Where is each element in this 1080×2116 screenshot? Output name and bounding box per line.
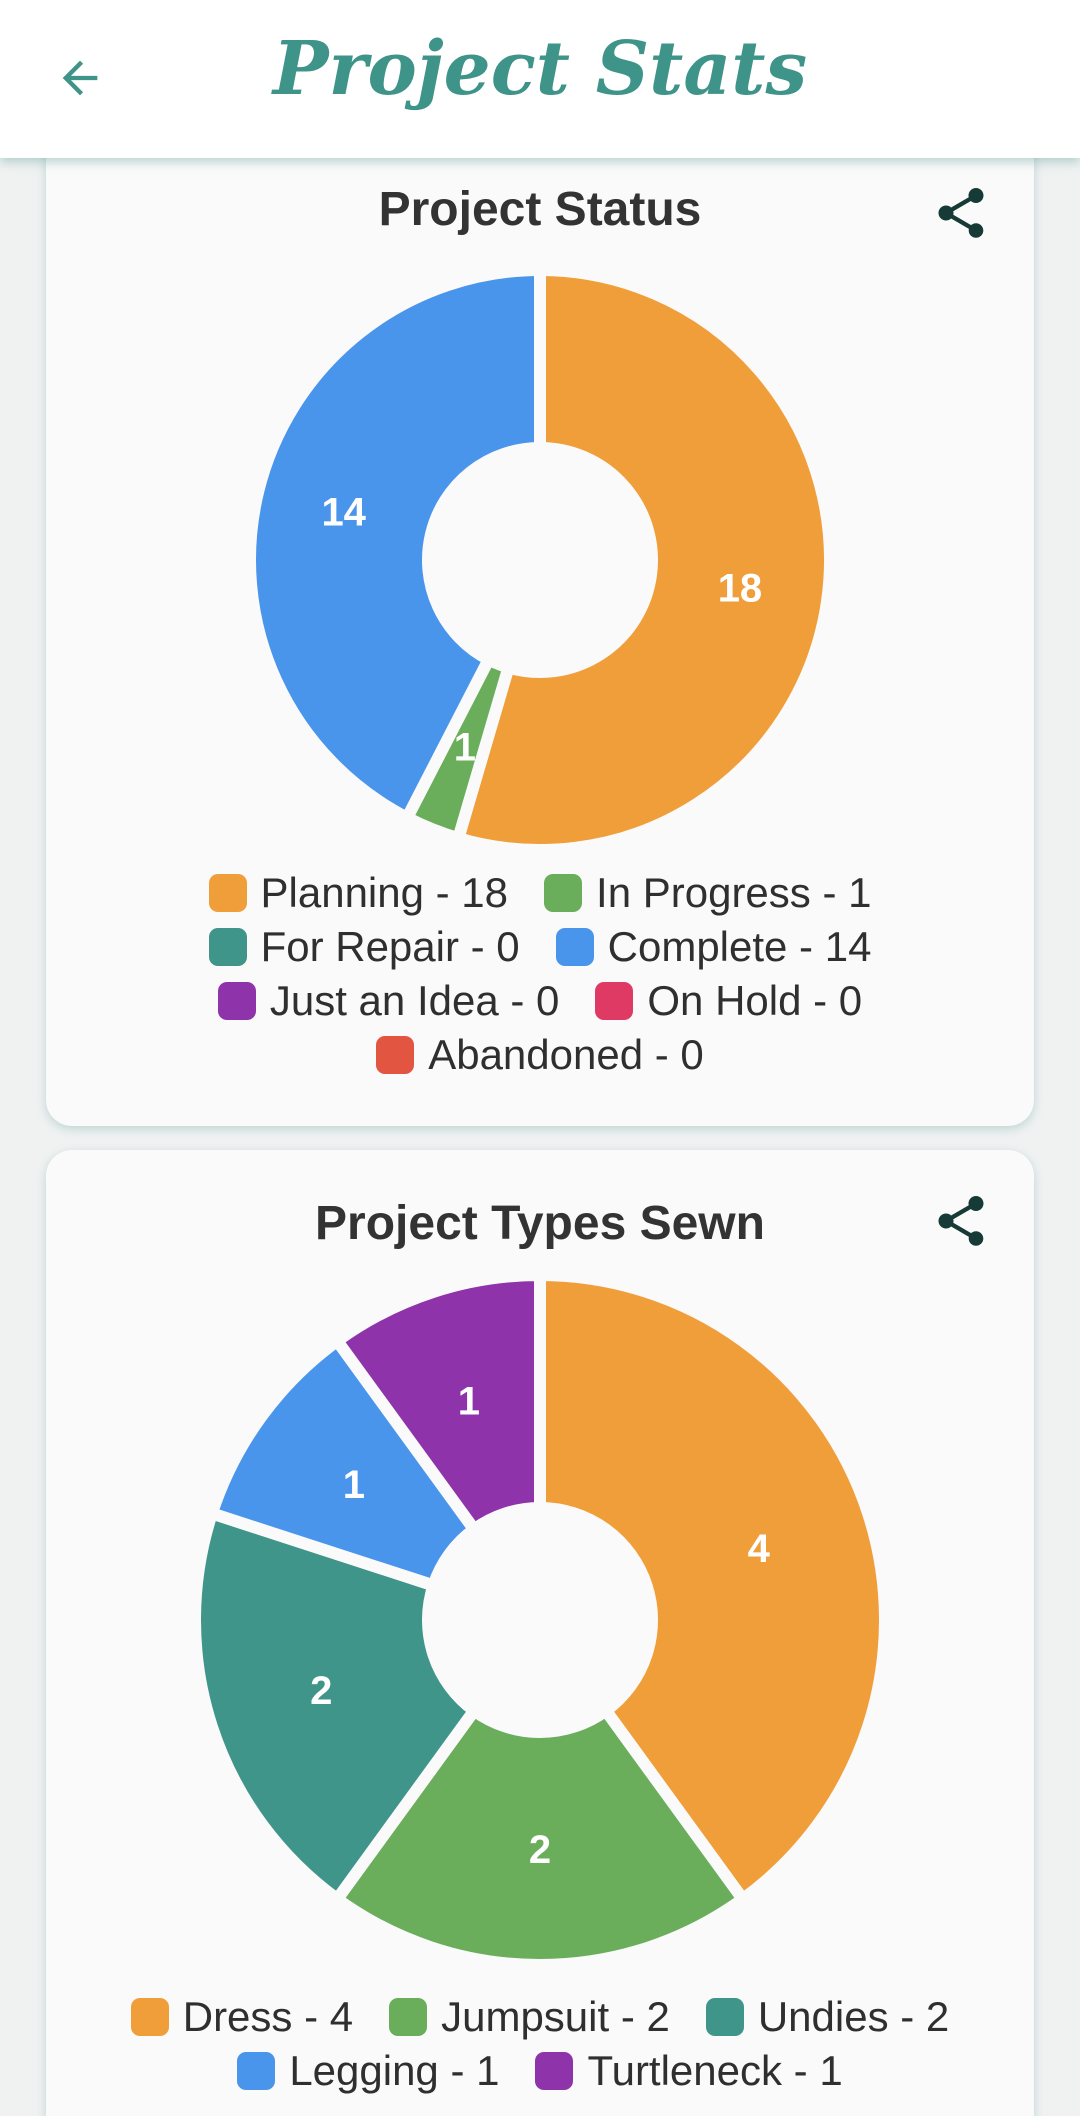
legend-swatch [376, 1036, 415, 1074]
slice-label-turtleneck: 1 [458, 1379, 480, 1423]
legend-item-for-repair: For Repair - 0 [208, 923, 520, 971]
legend-item-dress: Dress - 4 [130, 1993, 354, 2041]
legend-label: Planning - 18 [260, 869, 509, 916]
slice-label-planning: 18 [718, 567, 763, 611]
pie-slice-legging [204, 1332, 483, 1593]
legend-label: Legging - 1 [289, 2047, 500, 2094]
card-title: Project Status [378, 183, 702, 236]
project-types-card: Project Types Sewn 4 2 2 1 1 Dress - 4 Jumpsu… [46, 1150, 1034, 2116]
pie-slice-complete [244, 263, 546, 826]
legend-item-planning: Planning - 18 [208, 869, 509, 917]
slice-label-in-progress: 1 [454, 726, 476, 770]
legend-label: Dress - 4 [182, 1993, 354, 2040]
legend-row: Abandoned - 0 [358, 1028, 722, 1082]
legend-swatch [535, 2052, 574, 2090]
legend-item-abandoned: Abandoned - 0 [376, 1031, 704, 1079]
pie-slice-turtleneck [328, 1270, 546, 1538]
legend-row: Legging - 1 Turtleneck - 1 [219, 2044, 860, 2098]
legend-swatch [217, 982, 256, 1020]
legend-label: Jumpsuit - 2 [441, 1993, 670, 2040]
share-icon [938, 188, 984, 238]
back-button[interactable] [44, 42, 116, 114]
share-icon [938, 1196, 984, 1246]
project-types-chart: 4 2 2 1 1 [189, 1270, 891, 1971]
legend-item-undies: Undies - 2 [705, 1993, 950, 2041]
legend-swatch [130, 1998, 169, 2036]
legend-row: Just an Idea - 0 On Hold - 0 [200, 974, 880, 1028]
legend-label: In Progress - 1 [596, 869, 872, 916]
legend-item-on-hold: On Hold - 0 [595, 977, 862, 1025]
legend-row: Planning - 18 In Progress - 1 [191, 866, 890, 920]
legend-item-just-an-idea: Just an Idea - 0 [217, 977, 560, 1025]
project-status-card: Project Status 18 1 14 Planning - 18 In Pro… [46, 150, 1034, 1126]
legend-item-jumpsuit: Jumpsuit - 2 [389, 1993, 670, 2041]
legend-label: Abandoned - 0 [428, 1031, 704, 1078]
legend-swatch [208, 928, 247, 966]
legend-label: For Repair - 0 [260, 923, 520, 970]
pie-slice-jumpsuit [328, 1702, 752, 1971]
pie-slice-planning [450, 263, 836, 856]
legend-row: For Repair - 0 Complete - 14 [191, 920, 890, 974]
chart-legend: Planning - 18 In Progress - 1 For Repair -… [46, 866, 1034, 1082]
card-title: Project Types Sewn [315, 1197, 765, 1250]
legend-swatch [555, 928, 594, 966]
legend-label: On Hold - 0 [647, 977, 863, 1024]
legend-label: Undies - 2 [757, 1993, 950, 2040]
legend-swatch [237, 2052, 276, 2090]
legend-item-legging: Legging - 1 [237, 2047, 499, 2095]
legend-label: Turtleneck - 1 [587, 2047, 843, 2094]
app-bar: Project Stats [0, 0, 1080, 158]
pie-slice-dress [534, 1270, 891, 1908]
legend-swatch [544, 874, 583, 912]
legend-item-in-progress: In Progress - 1 [544, 869, 871, 917]
page-title: Project Stats [272, 26, 808, 112]
share-button[interactable] [928, 180, 994, 246]
legend-item-complete: Complete - 14 [555, 923, 872, 971]
slice-label-dress: 4 [748, 1527, 771, 1571]
legend-row: Dress - 4 Jumpsuit - 2 Undies - 2 [113, 1990, 968, 2044]
slice-label-undies: 2 [310, 1669, 332, 1713]
share-button[interactable] [928, 1188, 994, 1254]
arrow-left-icon [62, 60, 98, 96]
legend-swatch [208, 874, 247, 912]
legend-swatch [389, 1998, 428, 2036]
slice-label-legging: 1 [343, 1463, 365, 1507]
legend-swatch [705, 1998, 744, 2036]
legend-label: Complete - 14 [607, 923, 872, 970]
slice-label-jumpsuit: 2 [529, 1828, 551, 1872]
legend-swatch [595, 982, 634, 1020]
pie-slice-undies [189, 1505, 483, 1908]
legend-item-turtleneck: Turtleneck - 1 [535, 2047, 843, 2095]
legend-label: Just an Idea - 0 [269, 977, 560, 1024]
slice-label-complete: 14 [321, 490, 366, 534]
chart-legend: Dress - 4 Jumpsuit - 2 Undies - 2 Legging -… [46, 1990, 1034, 2098]
project-status-chart: 18 1 14 [244, 263, 836, 856]
